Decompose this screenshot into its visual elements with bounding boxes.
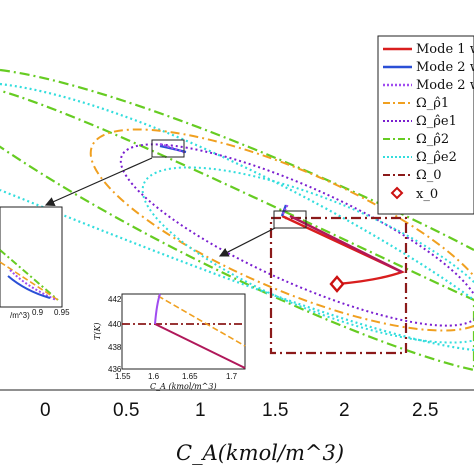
x-tick-label: 1.5 <box>262 400 288 421</box>
x-tick-label: 0.5 <box>113 400 139 421</box>
inset-right-ytick: 436 <box>108 365 122 374</box>
x-tick-label: 2 <box>339 400 350 421</box>
zoom-arrow-right <box>218 227 276 257</box>
inset-right-xtick: 1.65 <box>182 372 198 381</box>
inset-right-xtick: 1.55 <box>115 372 131 381</box>
x-tick-label: 0 <box>40 400 51 421</box>
legend-item-mode-1: Mode 1 w <box>416 42 474 57</box>
inset-right-ytick: 442 <box>108 295 122 304</box>
omega-0-box <box>269 216 408 355</box>
inset-left-xlabel: /m^3) <box>10 311 30 320</box>
legend-item-omega-rho-2: Ω_ρ̂2 <box>416 132 449 147</box>
x-axis-label: C_A(kmol/m^3) <box>176 441 344 465</box>
legend-item-omega-rho-1: Ω_ρ̂1 <box>416 96 449 111</box>
zoom-arrow-left <box>44 157 153 206</box>
inset-right-ylabel: T(K) <box>93 322 102 340</box>
x-axis-ticks: 0 0.5 1 1.5 2 2.5 <box>40 400 438 421</box>
omega-rho-e1-region <box>119 143 474 327</box>
inset-left: /m^3) 0.9 0.95 <box>0 206 70 320</box>
omega-rho-2-outer <box>0 68 474 251</box>
inset-right-ytick: 440 <box>108 320 122 329</box>
regions <box>0 68 474 372</box>
inset-right: 442 440 438 436 1.55 1.6 1.65 1.7 C_A (k… <box>93 293 246 391</box>
legend: Mode 1 w Mode 2 w Mode 2 w Ω_ρ̂1 Ω_ρ̂e1 … <box>377 35 474 215</box>
inset-right-ytick: 438 <box>108 343 122 352</box>
inset-right-xtick: 1.6 <box>148 372 160 381</box>
legend-item-mode-2-dotted: Mode 2 w <box>416 78 474 93</box>
x-tick-label: 2.5 <box>412 400 438 421</box>
inset-right-xtick: 1.7 <box>226 372 238 381</box>
legend-item-omega-rho-e1: Ω_ρ̂e1 <box>416 114 457 129</box>
omega-rho-e2-region <box>0 82 474 352</box>
omega-rho-1-region <box>89 128 474 332</box>
legend-item-mode-2: Mode 2 w <box>416 60 474 75</box>
x0-marker <box>329 275 345 293</box>
inset-left-tick: 0.95 <box>54 308 70 317</box>
legend-item-omega-rho-e2: Ω_ρ̂e2 <box>416 150 457 165</box>
mode-1-path-upper <box>289 214 403 274</box>
zoom-box-left <box>151 139 185 158</box>
inset-right-xlabel: C_A (kmol/m^3) <box>150 382 217 391</box>
inset-left-tick: 0.9 <box>32 308 44 317</box>
omega-rho-e2-inner <box>141 166 474 344</box>
legend-item-omega-0: Ω_0 <box>416 168 442 183</box>
legend-item-x0: x_0 <box>416 187 438 202</box>
zoom-box-right <box>273 210 307 229</box>
x-tick-label: 1 <box>195 400 206 421</box>
